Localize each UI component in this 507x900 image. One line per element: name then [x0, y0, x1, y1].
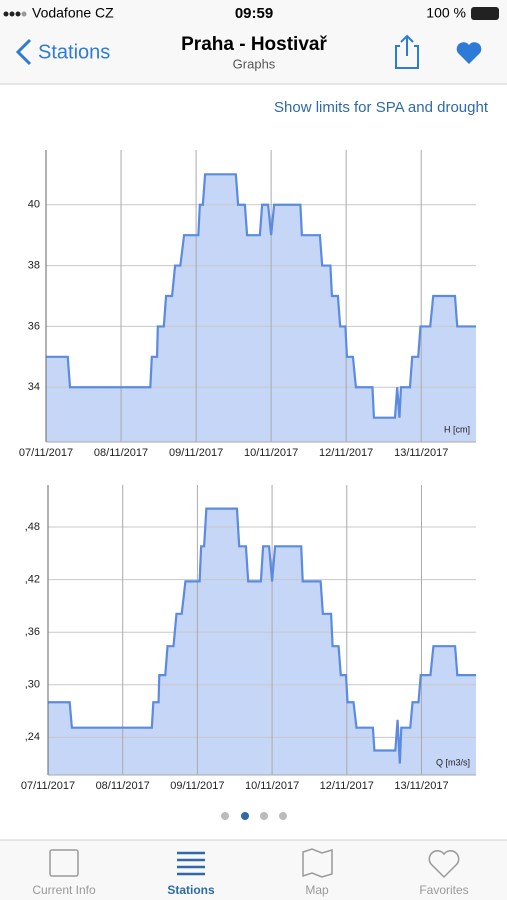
tab-icon-info	[49, 849, 79, 877]
x-tick-label: 09/11/2017	[170, 780, 224, 792]
x-tick-label: 08/11/2017	[94, 447, 148, 459]
chart: ,24 ,30 ,36 ,42 ,48 07/11/2017 08/11/2017 09/11…	[21, 485, 476, 792]
x-tick-label: 10/11/2017	[244, 447, 298, 459]
carrier: Vodafone CZ	[32, 5, 114, 21]
y-tick-label: 40	[28, 199, 40, 211]
x-tick-label: 09/11/2017	[169, 447, 223, 459]
y-tick-label: ,48	[25, 521, 40, 533]
y-tick-label: 34	[28, 381, 40, 393]
battery-text: 100 %	[426, 5, 466, 21]
limits-link[interactable]: Show limits for SPA and drought	[274, 99, 489, 116]
y-tick-label: 38	[28, 259, 40, 271]
back-chevron	[15, 38, 32, 66]
x-tick-label: 07/11/2017	[21, 780, 75, 792]
chart: 34 36 38 40 07/11/2017 08/11/2017 09/11/2017 10…	[19, 150, 476, 459]
x-tick-label: 07/11/2017	[19, 447, 73, 459]
axis-label: H [cm]	[444, 424, 470, 434]
y-tick-label: ,24	[25, 731, 40, 743]
page-dots	[221, 812, 287, 820]
tab-label[interactable]: Map	[305, 883, 329, 897]
y-tick-label: ,30	[25, 679, 40, 691]
signal	[3, 11, 27, 17]
x-tick-label: 12/11/2017	[319, 447, 373, 459]
y-tick-label: 36	[28, 320, 40, 332]
charts: 34 36 38 40 07/11/2017 08/11/2017 09/11/2017 10…	[19, 150, 476, 792]
share-button[interactable]	[395, 34, 419, 69]
favorite-button[interactable]	[456, 42, 482, 64]
back-label: Stations	[38, 41, 110, 63]
tab-bar	[0, 840, 507, 900]
axis-label: Q [m3/s]	[436, 757, 470, 767]
x-tick-label: 10/11/2017	[245, 780, 299, 792]
time: 09:59	[235, 5, 273, 22]
back-button[interactable]: Stations	[15, 38, 110, 66]
y-tick-label: ,36	[25, 626, 40, 638]
line	[46, 173, 476, 419]
nav-subtitle: Graphs	[233, 56, 276, 71]
tab-icon-stations	[177, 851, 205, 876]
x-tick-label: 08/11/2017	[96, 780, 150, 792]
area-fill	[48, 508, 476, 775]
area-fill	[46, 174, 476, 443]
tab-label[interactable]: Stations	[167, 883, 215, 897]
header-bg	[0, 0, 507, 84]
x-tick-label: 12/11/2017	[320, 780, 374, 792]
nav-title: Praha - Hostivař	[181, 34, 327, 55]
line	[48, 507, 476, 764]
tab-icon-favorites	[428, 850, 460, 879]
tabs: Current Info Stations Map Favorites	[32, 883, 468, 897]
tab-label[interactable]: Favorites	[419, 883, 468, 897]
battery	[471, 7, 499, 20]
x-tick-label: 13/11/2017	[394, 447, 448, 459]
x-tick-label: 13/11/2017	[394, 780, 448, 792]
y-tick-label: ,42	[25, 574, 40, 586]
tab-icon-map	[302, 848, 333, 878]
tab-label[interactable]: Current Info	[32, 883, 96, 897]
